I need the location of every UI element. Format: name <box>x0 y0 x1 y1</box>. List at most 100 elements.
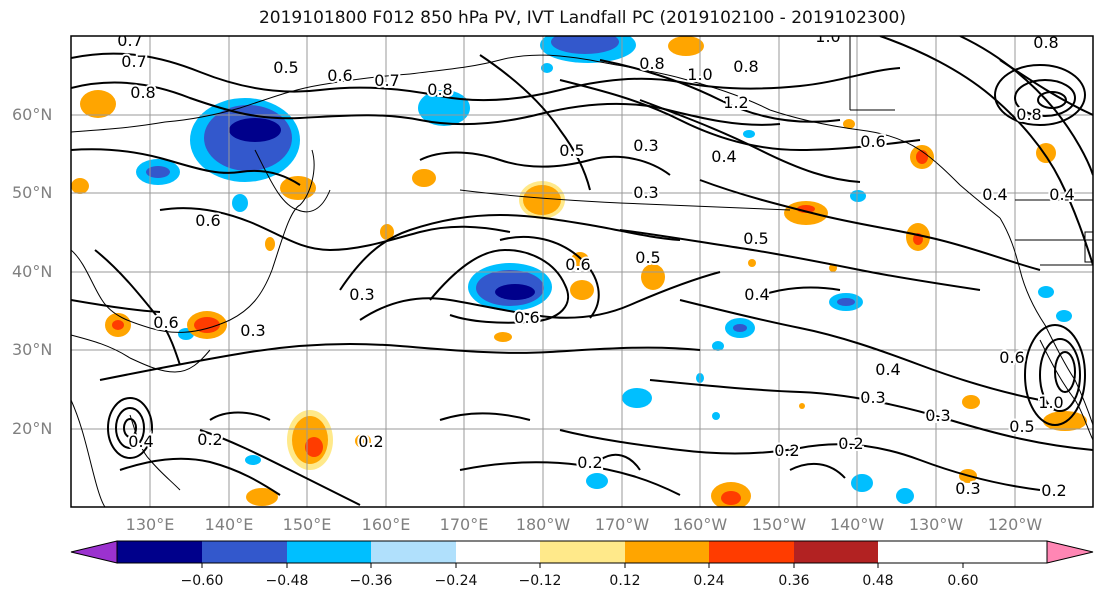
colorbar-segment <box>625 541 709 563</box>
contour-label: 0.6 <box>327 66 352 85</box>
colorbar-segment <box>287 541 371 563</box>
colorbar-segment <box>371 541 456 563</box>
positive-pv-cells <box>71 36 1087 507</box>
contour-label: 0.8 <box>733 57 758 76</box>
negative-pv-small-cells <box>178 63 1072 504</box>
colorbar-tick-label: −0.60 <box>180 573 224 589</box>
contour-label: 0.4 <box>711 147 736 166</box>
contour-label: 0.3 <box>349 285 374 304</box>
pv-contour-lines <box>71 36 1093 506</box>
contour-label: 0.2 <box>358 432 383 451</box>
contour-label: 0.4 <box>982 185 1007 204</box>
contour-label: 0.3 <box>955 479 980 498</box>
colorbar-tick-label: −0.24 <box>434 573 478 589</box>
lon-label: 150°W <box>751 515 807 534</box>
contour-label: 0.5 <box>273 58 298 77</box>
contour-label: 0.8 <box>639 54 664 73</box>
colorbar-extend-high <box>1046 540 1094 564</box>
contour-label: 1.0 <box>1038 393 1063 412</box>
lat-label: 20°N <box>12 419 53 438</box>
contour-label: 0.8 <box>130 83 155 102</box>
colorbar-tick-label: 0.36 <box>778 573 810 589</box>
contour-label: 1.0 <box>815 27 840 46</box>
contour-label: 0.4 <box>744 285 769 304</box>
lon-label: 160°W <box>672 515 728 534</box>
contour-label: 0.6 <box>565 255 590 274</box>
lat-lon-gridlines <box>71 36 1093 507</box>
contour-label: 1.2 <box>723 93 748 112</box>
contour-label: 0.3 <box>633 136 658 155</box>
contour-label: 0.7 <box>117 31 142 50</box>
negative-pv-blob-kamchatka <box>190 98 300 182</box>
colorbar-segment <box>456 541 540 563</box>
contour-label: 0.6 <box>153 313 178 332</box>
contour-label: 1.0 <box>687 65 712 84</box>
contour-label: 0.4 <box>128 432 153 451</box>
coastlines <box>71 36 1093 507</box>
colorbar-segment <box>202 541 287 563</box>
lat-label: 40°N <box>12 262 53 281</box>
colorbar-segments <box>117 541 878 563</box>
lon-label: 130°E <box>125 515 175 534</box>
contour-label: 0.2 <box>197 430 222 449</box>
colorbar-tick-label: 0.12 <box>609 573 641 589</box>
map-area: 0.7 0.7 0.5 0.6 0.7 0.8 0.8 0.8 1.0 0.8 … <box>71 27 1093 507</box>
colorbar <box>70 540 1094 568</box>
lon-label: 120°W <box>987 515 1043 534</box>
contour-label: 0.3 <box>633 183 658 202</box>
lon-label: 150°E <box>282 515 332 534</box>
contour-label: 0.6 <box>860 132 885 151</box>
contour-label: 0.5 <box>743 229 768 248</box>
negative-pv-blob-north <box>418 36 636 126</box>
lon-label: 170°W <box>594 515 650 534</box>
map-frame <box>70 35 1094 508</box>
plot-title: 2019101800 F012 850 hPa PV, IVT Landfall… <box>258 8 906 28</box>
contour-label: 0.7 <box>374 71 399 90</box>
colorbar-segment <box>794 541 878 563</box>
contour-label: 0.5 <box>635 248 660 267</box>
contour-label: 0.2 <box>838 434 863 453</box>
pv-anomaly-fill <box>71 36 1087 507</box>
colorbar-tick-label: −0.36 <box>349 573 393 589</box>
contour-label: 0.2 <box>1041 481 1066 500</box>
contour-label: 0.7 <box>121 52 146 71</box>
contour-label: 0.6 <box>999 348 1024 367</box>
contour-label: 0.4 <box>1049 185 1074 204</box>
contour-label: 0.8 <box>1016 105 1041 124</box>
colorbar-tick-label: 0.60 <box>947 573 979 589</box>
colorbar-segment <box>540 541 625 563</box>
colorbar-tick-label: 0.24 <box>693 573 725 589</box>
colorbar-segment <box>709 541 794 563</box>
contour-label: 0.2 <box>577 453 602 472</box>
lon-label: 130°W <box>908 515 964 534</box>
contour-label: 0.3 <box>925 406 950 425</box>
contour-label: 0.6 <box>195 211 220 230</box>
contour-label: 0.2 <box>774 441 799 460</box>
colorbar-extend-low <box>70 540 118 564</box>
contour-label: 0.8 <box>427 80 452 99</box>
lon-label: 180°W <box>515 515 571 534</box>
negative-pv-blob-dateline <box>468 263 552 311</box>
contour-label: 0.8 <box>1033 33 1058 52</box>
colorbar-outline <box>116 540 1048 564</box>
contour-label: 0.3 <box>240 321 265 340</box>
contour-label: 0.4 <box>875 360 900 379</box>
colorbar-tick-label: −0.48 <box>265 573 309 589</box>
colorbar-ticks <box>201 563 964 568</box>
negative-pv-blob-west <box>136 159 180 185</box>
lon-label: 160°E <box>361 515 411 534</box>
colorbar-segment <box>117 541 202 563</box>
lon-label: 170°E <box>439 515 489 534</box>
contour-label: 0.3 <box>860 388 885 407</box>
lat-label: 30°N <box>12 340 53 359</box>
colorbar-tick-label: −0.12 <box>518 573 562 589</box>
contour-labels: 0.7 0.7 0.5 0.6 0.7 0.8 0.8 0.8 1.0 0.8 … <box>115 27 1076 502</box>
lat-label: 50°N <box>12 183 53 202</box>
contour-label: 0.5 <box>1009 417 1034 436</box>
colorbar-tick-label: 0.48 <box>862 573 894 589</box>
contour-label: 0.6 <box>514 308 539 327</box>
lat-label: 60°N <box>12 105 53 124</box>
lon-label: 140°E <box>204 515 254 534</box>
contour-label: 0.5 <box>559 141 584 160</box>
